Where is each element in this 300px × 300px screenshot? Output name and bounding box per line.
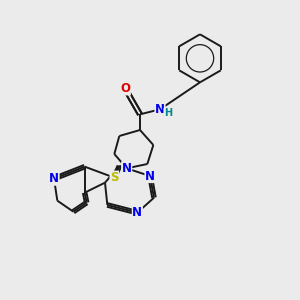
- Text: H: H: [164, 108, 172, 118]
- Text: N: N: [122, 162, 132, 175]
- Text: N: N: [145, 169, 155, 182]
- Text: N: N: [155, 103, 165, 116]
- Text: S: S: [110, 171, 118, 184]
- Text: N: N: [132, 206, 142, 219]
- Text: O: O: [120, 82, 130, 95]
- Text: N: N: [49, 172, 59, 185]
